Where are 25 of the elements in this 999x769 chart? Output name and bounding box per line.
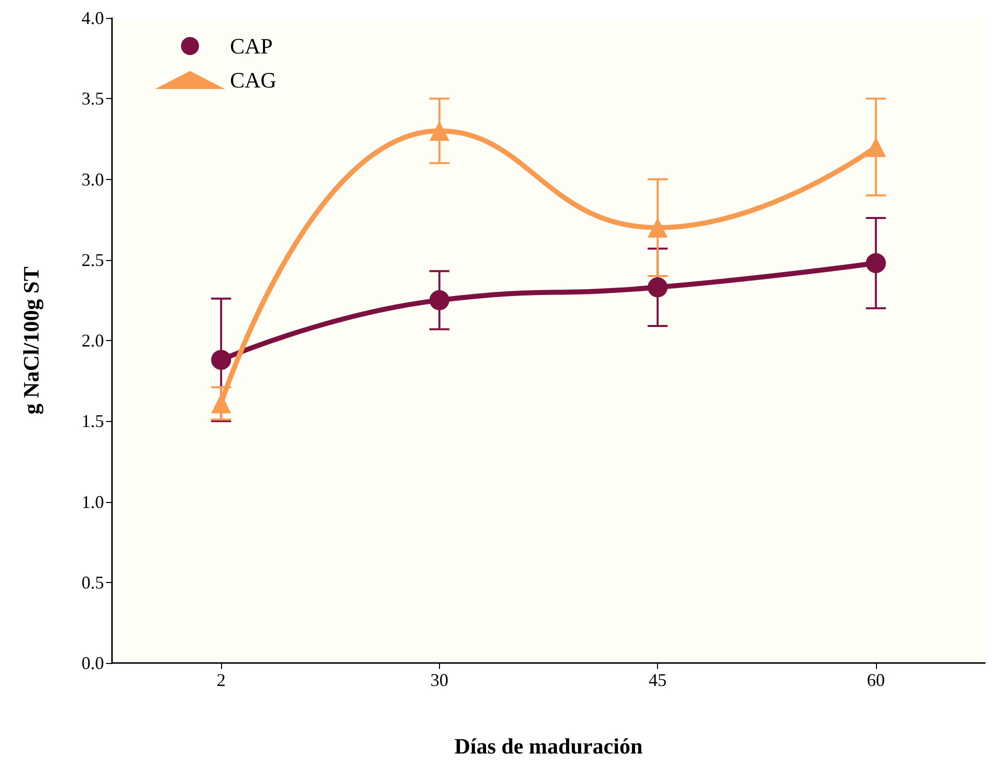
x-tick-label: 45 [648,670,667,690]
x-axis-title: Días de maduración [454,734,643,758]
point [211,350,232,370]
y-tick-label: 0.5 [82,572,104,592]
point [211,393,232,414]
point [648,277,668,298]
y-tick-label: 2.0 [82,330,104,350]
point [648,218,668,238]
y-tick-label: 4.0 [82,8,104,28]
x-tick-label: 60 [866,670,885,690]
y-tick-label: 2.5 [82,250,104,270]
y-tick-label: 3.5 [82,88,104,109]
x-tick-label: 30 [430,670,448,690]
point [429,290,450,310]
legend-label: CAP [230,34,273,58]
y-tick-label: 0.0 [82,653,104,673]
y-tick-label: 1.5 [82,411,104,432]
y-axis-title: g NaCl/100g ST [18,266,44,414]
x-tick-label: 2 [216,670,226,690]
point [866,253,886,274]
legend-label: CAG [230,68,277,92]
point [866,137,886,157]
point [429,120,450,141]
y-tick-label: 3.0 [82,169,104,190]
y-tick-label: 1.0 [82,492,104,512]
